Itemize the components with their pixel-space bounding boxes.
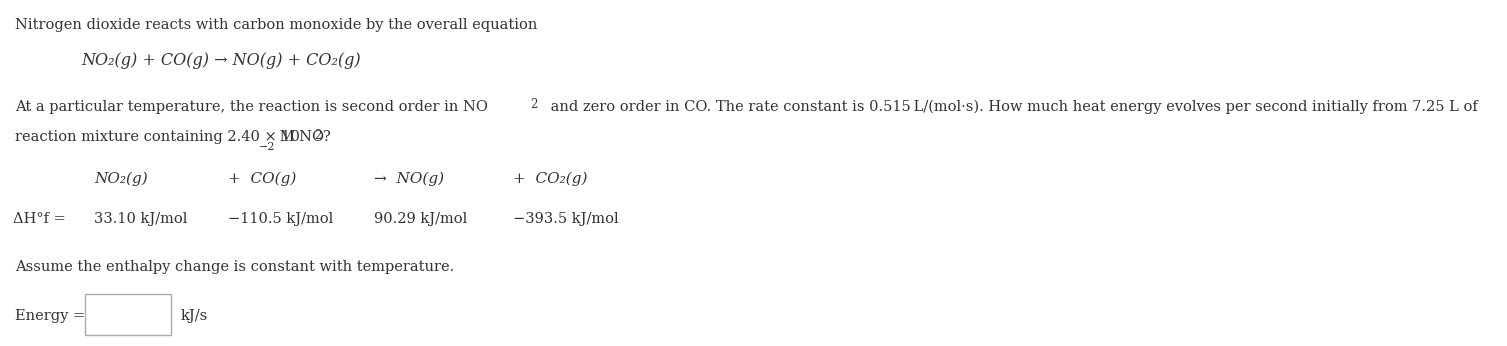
Text: M NO: M NO xyxy=(276,130,324,144)
Text: 33.10 kJ/mol: 33.10 kJ/mol xyxy=(93,212,187,226)
Text: reaction mixture containing 2.40 × 10: reaction mixture containing 2.40 × 10 xyxy=(15,130,300,144)
Text: −110.5 kJ/mol: −110.5 kJ/mol xyxy=(228,212,333,226)
Text: Nitrogen dioxide reacts with carbon monoxide by the overall equation: Nitrogen dioxide reacts with carbon mono… xyxy=(15,18,538,32)
Text: +  CO₂(g): + CO₂(g) xyxy=(514,171,588,186)
Text: 2: 2 xyxy=(530,98,538,111)
Text: →  NO(g): → NO(g) xyxy=(374,171,443,186)
Text: ΔH°f =: ΔH°f = xyxy=(12,212,65,226)
Text: Assume the enthalpy change is constant with temperature.: Assume the enthalpy change is constant w… xyxy=(15,260,454,274)
Text: and zero order in CO. The rate constant is 0.515 L/(mol·s). How much heat energy: and zero order in CO. The rate constant … xyxy=(546,100,1478,114)
Text: NO₂(​g) + CO(g) → NO(g) + CO₂(g): NO₂(​g) + CO(g) → NO(g) + CO₂(g) xyxy=(81,52,362,69)
Text: −393.5 kJ/mol: −393.5 kJ/mol xyxy=(514,212,619,226)
Text: 90.29 kJ/mol: 90.29 kJ/mol xyxy=(374,212,467,226)
Text: 2: 2 xyxy=(313,129,321,142)
Text: Energy =: Energy = xyxy=(15,309,84,323)
Text: +  CO(g): + CO(g) xyxy=(228,171,295,186)
Text: −2: −2 xyxy=(259,142,276,152)
Text: ?: ? xyxy=(322,130,330,144)
Text: NO₂(g): NO₂(g) xyxy=(93,171,148,186)
Text: kJ/s: kJ/s xyxy=(181,309,208,323)
FancyBboxPatch shape xyxy=(86,294,170,335)
Text: At a particular temperature, the reaction is second order in NO: At a particular temperature, the reactio… xyxy=(15,100,488,114)
